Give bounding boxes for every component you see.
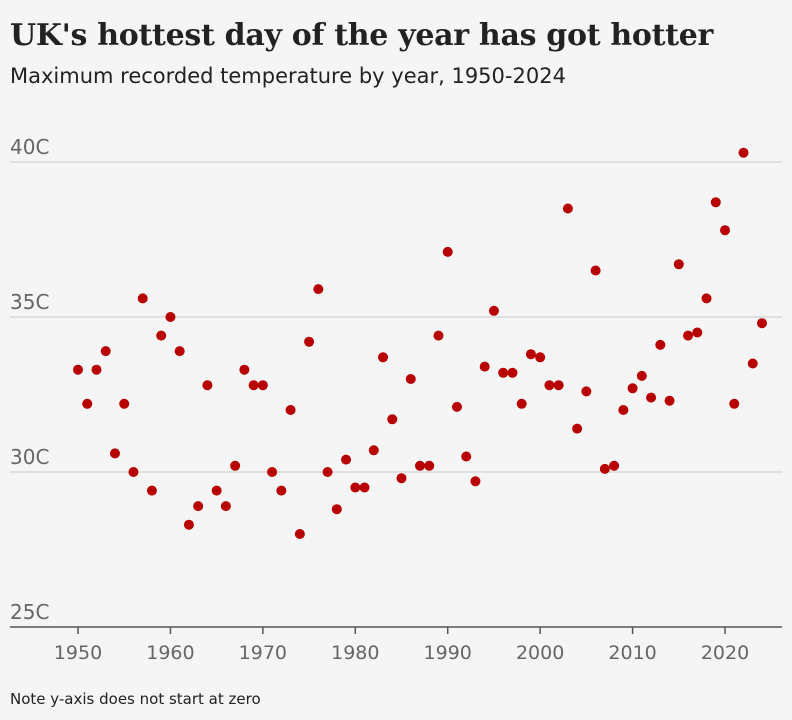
data-point-1977 — [322, 467, 333, 477]
data-point-2001 — [544, 380, 555, 391]
data-point-2012 — [646, 392, 657, 403]
x-tick-label-2010: 2010 — [608, 642, 656, 664]
x-tick-label-1960: 1960 — [146, 642, 194, 664]
data-point-1968 — [239, 364, 250, 375]
data-point-1988 — [424, 460, 435, 471]
data-point-1982 — [368, 445, 379, 456]
data-point-1959 — [156, 330, 167, 341]
y-axis-tick-labels: 25C 30C 35C 40C — [10, 135, 49, 624]
data-point-1958 — [146, 485, 157, 496]
data-point-1986 — [405, 374, 416, 384]
data-point-2005 — [581, 386, 592, 397]
data-point-1969 — [248, 380, 259, 391]
data-point-1966 — [220, 501, 231, 512]
chart-title: UK's hottest day of the year has got hot… — [10, 18, 714, 53]
data-point-1961 — [174, 346, 185, 357]
data-point-2004 — [572, 423, 583, 434]
data-point-1998 — [516, 398, 527, 409]
data-point-1962 — [183, 519, 194, 530]
data-point-1979 — [341, 454, 352, 465]
data-point-2022 — [738, 147, 749, 158]
data-point-1972 — [276, 485, 287, 496]
data-point-1981 — [359, 482, 370, 493]
data-point-1973 — [285, 405, 296, 415]
data-point-1991 — [451, 401, 462, 412]
data-point-2015 — [673, 259, 684, 270]
y-tick-label-35: 35C — [10, 290, 49, 314]
data-point-1994 — [479, 361, 490, 372]
data-point-2003 — [562, 203, 573, 214]
data-point-1957 — [137, 293, 148, 304]
data-point-1967 — [230, 460, 241, 471]
y-tick-label-30: 30C — [10, 445, 49, 469]
data-points — [73, 147, 767, 539]
data-point-2009 — [618, 405, 629, 415]
data-point-2002 — [553, 380, 564, 391]
chart-subtitle: Maximum recorded temperature by year, 19… — [10, 64, 566, 88]
data-point-1987 — [415, 460, 425, 471]
data-point-1965 — [211, 485, 222, 496]
data-point-2016 — [683, 330, 694, 341]
data-point-2024 — [757, 318, 767, 329]
data-point-1955 — [119, 398, 130, 409]
x-axis: 1950 1960 1970 1980 1990 2000 2010 2020 — [10, 626, 782, 664]
data-point-1974 — [294, 529, 305, 539]
data-point-2008 — [609, 460, 620, 471]
data-point-1992 — [461, 451, 472, 462]
x-tick-label-1950: 1950 — [54, 642, 102, 664]
data-point-1951 — [82, 398, 93, 409]
data-point-1989 — [433, 330, 444, 341]
data-point-1978 — [331, 504, 342, 515]
data-point-1963 — [193, 501, 204, 512]
data-point-1956 — [128, 467, 139, 477]
data-point-1983 — [378, 352, 389, 363]
data-point-1990 — [442, 246, 453, 257]
data-point-2000 — [535, 352, 546, 363]
data-point-2010 — [627, 383, 638, 394]
data-point-1970 — [257, 380, 268, 391]
data-point-1954 — [109, 448, 120, 459]
data-point-1984 — [387, 414, 398, 425]
data-point-2013 — [655, 339, 666, 350]
data-point-2017 — [692, 327, 703, 338]
data-point-1999 — [525, 349, 536, 360]
chart-note: Note y-axis does not start at zero — [10, 690, 261, 708]
data-point-1980 — [350, 482, 361, 493]
x-tick-label-2000: 2000 — [516, 642, 564, 664]
data-point-1996 — [498, 367, 509, 378]
data-point-1976 — [313, 284, 324, 295]
data-point-2018 — [701, 293, 712, 304]
y-tick-label-40: 40C — [10, 135, 49, 159]
data-point-1971 — [267, 467, 278, 477]
data-point-1997 — [507, 367, 518, 378]
data-point-2020 — [720, 225, 731, 236]
x-tick-label-2020: 2020 — [701, 642, 749, 664]
x-tick-label-1970: 1970 — [239, 642, 287, 664]
x-tick-label-1990: 1990 — [424, 642, 472, 664]
data-point-1952 — [91, 364, 102, 375]
data-point-2014 — [664, 395, 675, 406]
data-point-1993 — [470, 476, 481, 487]
data-point-2011 — [636, 370, 647, 381]
data-point-1995 — [488, 305, 499, 316]
data-point-2019 — [710, 197, 721, 208]
data-point-1960 — [165, 312, 176, 322]
data-point-2021 — [729, 398, 740, 409]
y-tick-label-25: 25C — [10, 600, 49, 624]
data-point-1964 — [202, 380, 213, 391]
data-point-2023 — [747, 358, 758, 369]
data-point-1985 — [396, 473, 407, 484]
x-tick-label-1980: 1980 — [331, 642, 379, 664]
data-point-1950 — [73, 364, 83, 375]
gridlines — [10, 161, 782, 473]
data-point-1953 — [100, 346, 111, 357]
data-point-1975 — [304, 336, 315, 347]
data-point-2006 — [590, 265, 601, 276]
data-point-2007 — [599, 463, 610, 474]
